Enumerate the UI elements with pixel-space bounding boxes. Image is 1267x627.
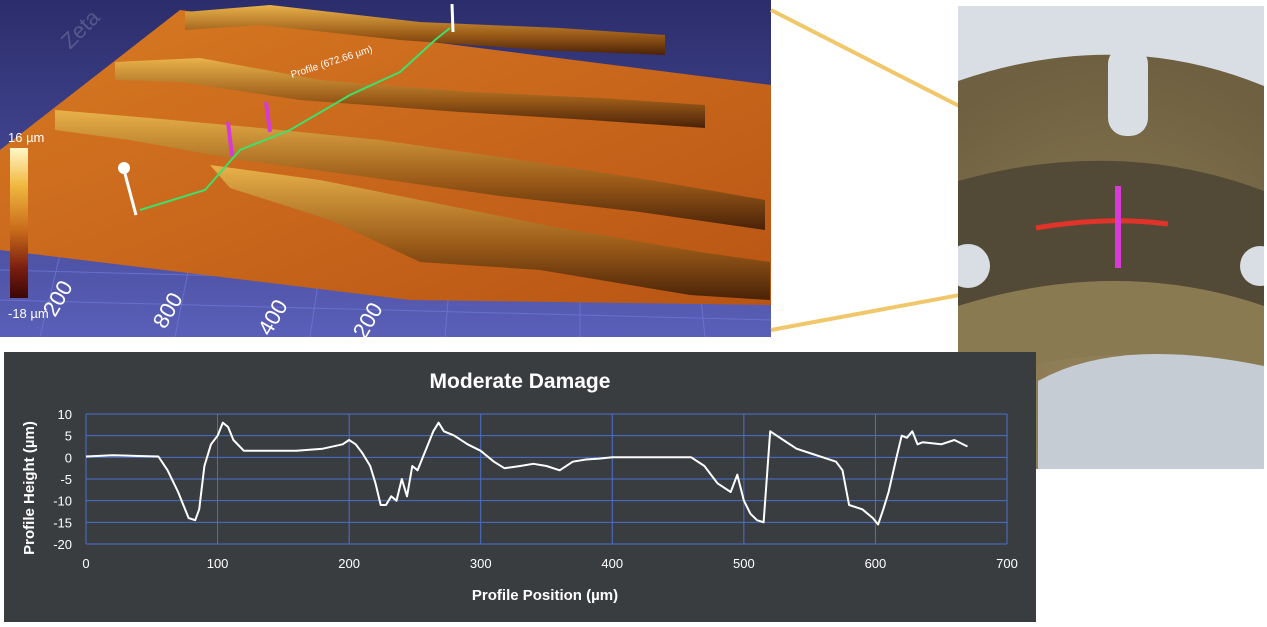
surface-3d-view: Profile (672.66 µm) Zeta 16 µm -18 µm 20… — [0, 0, 771, 337]
slot-left — [958, 244, 990, 288]
x-tick-label: 300 — [470, 556, 492, 571]
scale-min-label: -18 µm — [8, 306, 49, 321]
chart-grid — [85, 413, 1008, 545]
slot-top — [1108, 46, 1148, 136]
chart-title: Moderate Damage — [430, 370, 611, 393]
chart-tick-labels: 10 5 0 -5 -10 -15 -20 0 100 200 300 400 500 600 700 — [53, 407, 1018, 571]
chart-series — [85, 421, 968, 526]
x-tick-label: 600 — [865, 556, 887, 571]
profile-end-pin — [450, 3, 455, 33]
x-tick-label: 200 — [338, 556, 360, 571]
height-color-scale — [10, 148, 28, 298]
y-tick-label: -15 — [53, 515, 72, 530]
y-tick-label: -10 — [53, 494, 72, 509]
profile-start-pin-head — [118, 162, 130, 174]
x-tick-label: 400 — [601, 556, 623, 571]
y-tick-label: -20 — [53, 537, 72, 552]
slot-right — [1240, 246, 1264, 286]
x-tick-label: 700 — [996, 556, 1018, 571]
profile-start-pin — [122, 169, 138, 216]
surface-ridges — [55, 5, 770, 300]
scale-max-label: 16 µm — [8, 130, 44, 145]
profile-trace — [139, 27, 451, 211]
x-tick-label: 100 — [207, 556, 229, 571]
x-axis-label: Profile Position (µm) — [472, 587, 618, 604]
profile-marker-b — [264, 101, 272, 133]
bore — [1038, 354, 1264, 469]
x-tick-label: 500 — [733, 556, 755, 571]
y-axis-label: Profile Height (µm) — [21, 421, 38, 555]
x-tick-label: 0 — [82, 556, 89, 571]
y-tick-label: 0 — [65, 450, 72, 465]
ring-groove — [958, 160, 1264, 306]
damage-trace — [1035, 218, 1169, 231]
profile-height-line — [85, 421, 968, 526]
y-tick-label: 10 — [58, 407, 72, 422]
y-tick-label: -5 — [60, 472, 72, 487]
profile-marker-a — [226, 121, 234, 157]
profile-chart: Moderate Damage 10 5 0 -5 -10 -15 -20 0 100 200 30… — [4, 352, 1036, 622]
profile-chart-svg: Moderate Damage 10 5 0 -5 -10 -15 -20 0 100 200 30… — [4, 352, 1036, 622]
y-tick-label: 5 — [65, 429, 72, 444]
